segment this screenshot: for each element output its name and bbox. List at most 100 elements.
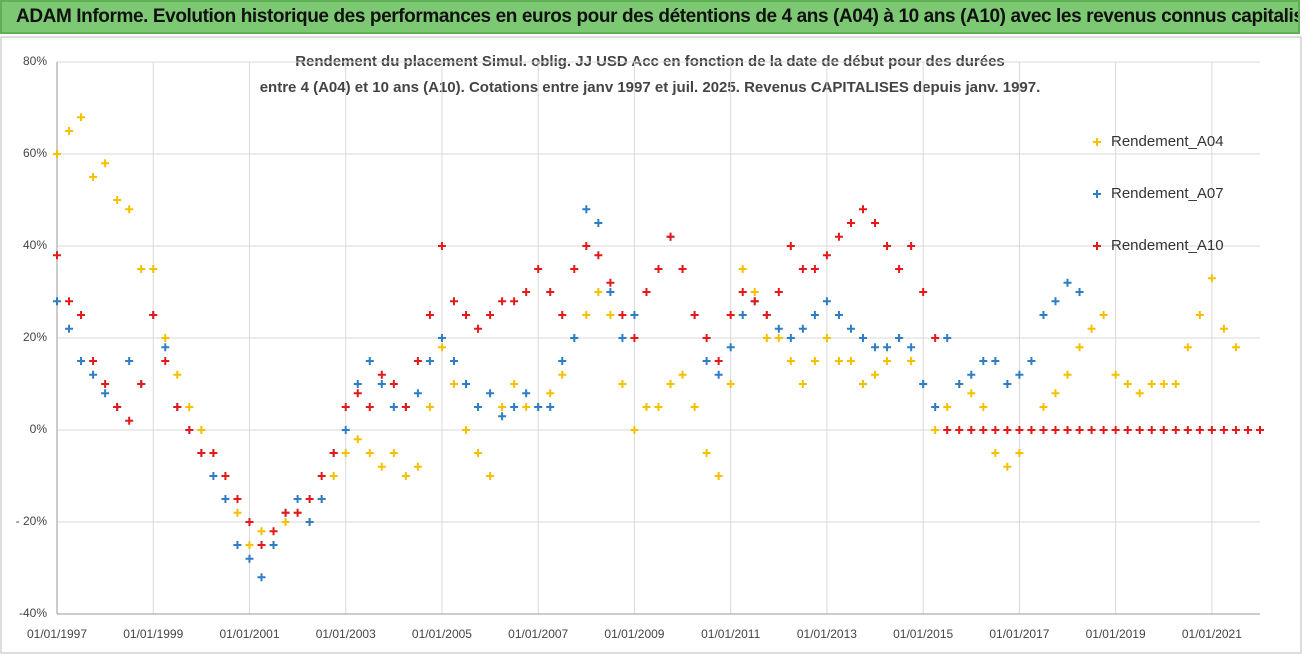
point bbox=[498, 403, 507, 411]
point bbox=[449, 357, 458, 365]
point bbox=[642, 288, 651, 296]
point bbox=[1171, 426, 1180, 434]
point bbox=[750, 297, 759, 306]
point bbox=[798, 324, 807, 333]
point bbox=[1195, 311, 1204, 319]
point bbox=[1111, 370, 1120, 379]
point bbox=[859, 205, 868, 214]
chart-frame bbox=[0, 36, 1302, 654]
point bbox=[883, 242, 892, 250]
point bbox=[233, 508, 242, 517]
point bbox=[931, 334, 940, 342]
point bbox=[1207, 274, 1216, 283]
point bbox=[919, 380, 928, 388]
point bbox=[714, 472, 723, 480]
point bbox=[654, 403, 663, 411]
point bbox=[979, 357, 988, 365]
point bbox=[125, 416, 134, 425]
point bbox=[1123, 426, 1132, 434]
point bbox=[678, 265, 687, 273]
series bbox=[53, 205, 1264, 549]
point bbox=[269, 541, 278, 549]
point bbox=[594, 251, 603, 260]
point bbox=[353, 380, 362, 388]
point bbox=[522, 389, 531, 398]
point bbox=[907, 242, 916, 250]
point bbox=[1183, 343, 1192, 352]
point bbox=[1027, 426, 1036, 434]
point bbox=[1039, 311, 1048, 319]
chart-subtitle: entre 4 (A04) et 10 ans (A10). Cotations… bbox=[260, 79, 1041, 96]
point bbox=[173, 403, 182, 411]
point bbox=[786, 242, 795, 250]
point bbox=[558, 370, 567, 379]
x-tick-label: 01/01/2021 bbox=[1182, 627, 1242, 641]
point bbox=[1123, 380, 1132, 388]
y-tick-label: 40% bbox=[23, 238, 47, 252]
point bbox=[726, 343, 735, 352]
point bbox=[101, 159, 110, 168]
point bbox=[221, 472, 230, 480]
point bbox=[89, 357, 98, 365]
point bbox=[630, 311, 639, 319]
point bbox=[666, 232, 675, 241]
point bbox=[618, 311, 627, 319]
point bbox=[690, 403, 699, 411]
point bbox=[594, 288, 603, 296]
x-tick-label: 01/01/2009 bbox=[604, 627, 664, 641]
point bbox=[365, 403, 374, 411]
point bbox=[1219, 426, 1228, 434]
point bbox=[474, 403, 483, 411]
point bbox=[474, 449, 483, 457]
point bbox=[1099, 311, 1108, 319]
point bbox=[522, 288, 531, 296]
point bbox=[846, 324, 855, 333]
point bbox=[377, 462, 386, 471]
point bbox=[1039, 426, 1048, 434]
point bbox=[341, 426, 350, 434]
point bbox=[726, 311, 735, 319]
point bbox=[534, 265, 543, 273]
point bbox=[1256, 426, 1264, 434]
point bbox=[353, 435, 362, 444]
point bbox=[630, 334, 639, 342]
point bbox=[1243, 426, 1252, 434]
point bbox=[161, 334, 170, 342]
point bbox=[931, 403, 940, 411]
point bbox=[979, 403, 988, 411]
point bbox=[871, 343, 880, 352]
point bbox=[293, 495, 302, 503]
series bbox=[53, 113, 1240, 549]
point bbox=[522, 403, 531, 411]
point bbox=[991, 357, 1000, 365]
point bbox=[77, 357, 86, 365]
point bbox=[570, 334, 579, 342]
point bbox=[449, 297, 458, 306]
x-tick-label: 01/01/2001 bbox=[219, 627, 279, 641]
point bbox=[89, 370, 98, 379]
point bbox=[269, 527, 278, 536]
point bbox=[810, 311, 819, 319]
point bbox=[1015, 449, 1024, 457]
point bbox=[1087, 324, 1096, 333]
point bbox=[546, 403, 555, 411]
point bbox=[413, 357, 422, 365]
point bbox=[931, 426, 940, 434]
point bbox=[1003, 462, 1012, 471]
point bbox=[185, 426, 194, 434]
point bbox=[618, 334, 627, 342]
point bbox=[413, 462, 422, 471]
point bbox=[197, 449, 206, 457]
point bbox=[149, 311, 158, 319]
point bbox=[53, 150, 61, 158]
point bbox=[690, 311, 699, 319]
point bbox=[113, 196, 122, 204]
point bbox=[173, 370, 182, 379]
point bbox=[498, 297, 507, 306]
point bbox=[245, 518, 254, 526]
point bbox=[594, 219, 603, 227]
point bbox=[967, 389, 976, 398]
point bbox=[197, 426, 206, 434]
point bbox=[137, 380, 146, 388]
